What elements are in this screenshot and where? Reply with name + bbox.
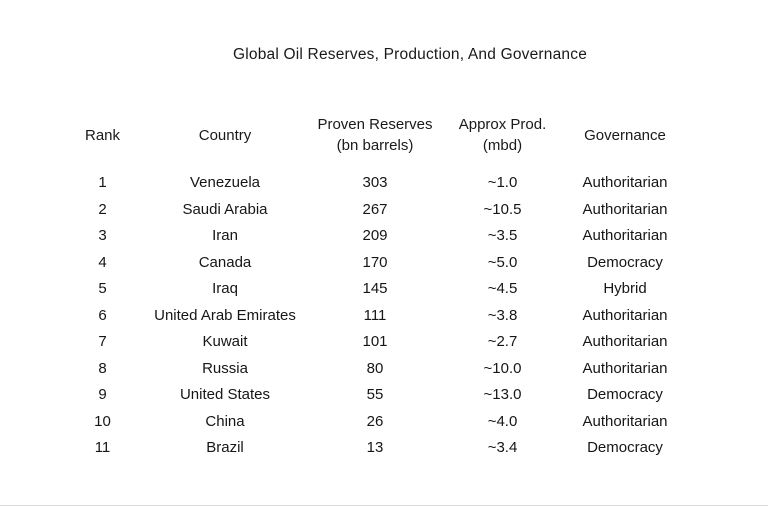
cell-country: Canada [198, 253, 252, 271]
cell-production: ~4.5 [487, 280, 518, 297]
column-header-country-label: Country [198, 126, 252, 144]
cell-production: ~3.8 [487, 306, 518, 324]
cell-rank: 1 [98, 174, 107, 191]
table-body: 1 Venezuela 303 ~1.0 Authoritarian 2 Saudi Ara… [60, 170, 690, 462]
table-row: 9 United States 55 ~13.0 Democracy [60, 382, 690, 409]
column-header-rank: Rank [60, 110, 145, 170]
cell-country: Saudi Arabia [182, 200, 268, 218]
cell-production: ~10.5 [483, 200, 522, 218]
cell-governance: Democracy [587, 386, 663, 403]
cell-rank: 9 [98, 386, 107, 403]
cell-rank: 4 [98, 253, 107, 271]
table-row: 11 Brazil 13 ~3.4 Democracy [60, 435, 690, 462]
cell-governance: Authoritarian [582, 359, 668, 377]
table-row: 5 Iraq 145 ~4.5 Hybrid [60, 276, 690, 303]
cell-country: China [205, 412, 245, 430]
table-row: 4 Canada 170 ~5.0 Democracy [60, 250, 690, 277]
column-header-production-unit: (mbd) [482, 137, 523, 154]
cell-reserves: 13 [366, 439, 384, 456]
cell-production: ~13.0 [483, 386, 522, 403]
table-row: 6 United Arab Emirates 111 ~3.8 Authoritaria… [60, 303, 690, 330]
chart-title: Global Oil Reserves, Production, And Gov… [232, 46, 588, 63]
cell-governance: Democracy [587, 439, 663, 456]
cell-governance: Authoritarian [582, 306, 668, 324]
cell-country: Kuwait [202, 333, 248, 350]
cell-rank: 6 [98, 306, 107, 324]
cell-country: Brazil [206, 439, 244, 456]
table-row: 7 Kuwait 101 ~2.7 Authoritarian [60, 329, 690, 356]
column-header-governance: Governance [560, 110, 690, 170]
table-header: Rank Country Proven Reserves (bn barrels… [60, 110, 690, 170]
column-header-reserves-unit: (bn barrels) [336, 137, 414, 154]
table-row: 8 Russia 80 ~10.0 Authoritarian [60, 356, 690, 383]
cell-country: Russia [202, 359, 248, 377]
cell-rank: 7 [98, 333, 107, 350]
cell-country: Iraq [212, 280, 238, 297]
column-header-production: Approx Prod. (mbd) [445, 110, 560, 170]
cell-country: United Arab Emirates [154, 306, 296, 324]
cell-reserves: 209 [362, 227, 388, 244]
cell-reserves: 267 [362, 200, 388, 218]
cell-governance: Authoritarian [582, 200, 668, 218]
cell-production: ~5.0 [487, 253, 518, 271]
cell-rank: 3 [98, 227, 107, 244]
cell-reserves: 111 [363, 306, 387, 324]
cell-rank: 5 [98, 280, 107, 297]
cell-production: ~1.0 [487, 174, 518, 191]
cell-reserves: 303 [362, 174, 388, 191]
cell-reserves: 55 [366, 386, 384, 403]
cell-country: United States [179, 386, 271, 403]
cell-reserves: 170 [362, 253, 388, 271]
cell-rank: 8 [98, 359, 107, 377]
cell-governance: Authoritarian [582, 412, 668, 430]
table-header-row: Rank Country Proven Reserves (bn barrels… [60, 110, 690, 170]
column-header-reserves: Proven Reserves (bn barrels) [305, 110, 445, 170]
column-header-governance-label: Governance [584, 126, 666, 144]
cell-reserves: 101 [362, 333, 388, 350]
cell-governance: Hybrid [603, 280, 647, 297]
oil-reserves-table: Rank Country Proven Reserves (bn barrels… [60, 110, 690, 462]
column-header-production-label: Approx Prod. [458, 116, 547, 133]
cell-production: ~4.0 [487, 412, 518, 430]
cell-production: ~3.5 [487, 227, 518, 244]
cell-governance: Democracy [587, 253, 663, 271]
cell-reserves: 80 [366, 359, 384, 377]
cell-governance: Authoritarian [582, 333, 668, 350]
column-header-reserves-label: Proven Reserves [317, 116, 433, 133]
table-row: 2 Saudi Arabia 267 ~10.5 Authoritarian [60, 197, 690, 224]
cell-governance: Authoritarian [582, 227, 668, 244]
table-row: 1 Venezuela 303 ~1.0 Authoritarian [60, 170, 690, 197]
cell-rank: 2 [98, 200, 107, 218]
column-header-country: Country [145, 110, 305, 170]
cell-country: Venezuela [189, 174, 261, 191]
cell-production: ~2.7 [487, 333, 518, 350]
cell-reserves: 145 [362, 280, 388, 297]
cell-governance: Authoritarian [582, 174, 668, 191]
cell-country: Iran [212, 227, 238, 244]
column-header-rank-label: Rank [84, 126, 121, 144]
cell-production: ~3.4 [487, 439, 518, 456]
cell-reserves: 26 [366, 412, 384, 430]
table-row: 10 China 26 ~4.0 Authoritarian [60, 409, 690, 436]
cell-rank: 10 [94, 412, 111, 430]
cell-rank: 11 [94, 439, 111, 456]
cell-production: ~10.0 [483, 359, 522, 377]
table-row: 3 Iran 209 ~3.5 Authoritarian [60, 223, 690, 250]
